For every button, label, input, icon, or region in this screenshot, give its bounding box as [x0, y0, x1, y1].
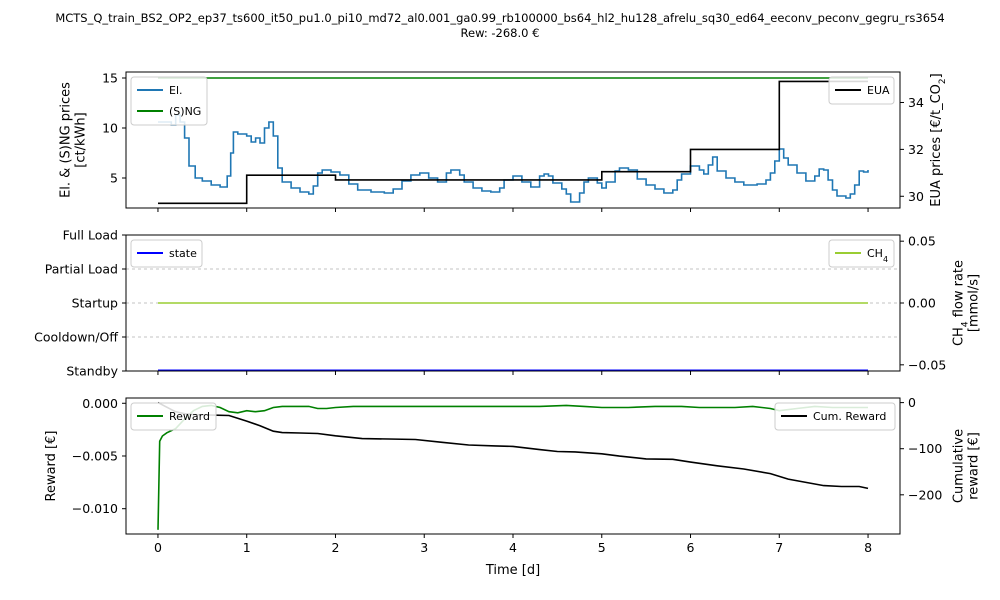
- x-tick-label: 1: [243, 540, 251, 555]
- y-axis-label-right-line: reward [€]: [967, 432, 982, 500]
- y-axis-label-line: Reward [€]: [44, 431, 59, 502]
- y-tick-label-right: −0.05: [908, 357, 946, 372]
- x-tick-label: 7: [775, 540, 783, 555]
- x-tick-label: 2: [332, 540, 340, 555]
- y-tick-label: 15: [102, 71, 118, 86]
- y-tick-label: −0.010: [72, 501, 118, 516]
- y-tick-label: Partial Load: [45, 262, 118, 277]
- y-axis-label-right: Cumulativereward [€]: [952, 429, 982, 503]
- y-tick-label-right: −100: [908, 441, 942, 456]
- legend-frame: [130, 239, 203, 268]
- plot-panel-2: Standby Cooldown/Off Startup Partial Load Fu…: [34, 228, 981, 379]
- x-tick-label: 8: [864, 540, 872, 555]
- y-axis-label-right-subscript: 4: [961, 321, 971, 327]
- legend-label-el: El.: [169, 84, 183, 97]
- y-axis-label: Reward [€]: [44, 431, 59, 502]
- plot-panel-1: 5 10 15 30 32 34 El. & (S)NG prices[ct/kWh] EUA…: [59, 71, 948, 212]
- y-tick-label: −0.005: [72, 448, 118, 463]
- x-tick-label: 6: [687, 540, 695, 555]
- legend-label-cum-reward: Cum. Reward: [813, 410, 886, 423]
- legend-label-reward: Reward: [169, 410, 210, 423]
- x-axis-label: Time [d]: [485, 563, 540, 578]
- x-tick-label: 5: [598, 540, 606, 555]
- figure-subtitle-reward: Rew: -268.0 €: [461, 26, 540, 40]
- y-tick-label: 5: [110, 171, 118, 186]
- y-axis-label-right-line: [mmol/s]: [967, 274, 982, 332]
- series-line-reward: [157, 404, 868, 530]
- y-axis-label-right: EUA prices [€/t_CO2]: [929, 73, 948, 206]
- y-axis-label-line: [ct/kWh]: [74, 112, 89, 167]
- y-tick-label: Startup: [72, 296, 118, 311]
- y-tick-label-right: 0.05: [908, 234, 936, 249]
- legend-label-ch4: CH4: [867, 247, 888, 264]
- legend-frame: [828, 239, 895, 268]
- y-axis-label-right: CH4 flow rate[mmol/s]: [952, 260, 982, 346]
- x-tick-label: 3: [420, 540, 428, 555]
- series-line-eua: [158, 80, 868, 205]
- y-tick-label-right: 0.00: [908, 296, 936, 311]
- legend-frame: [828, 76, 895, 105]
- legend-label-state: state: [169, 247, 197, 260]
- y-tick-label: 10: [102, 121, 118, 136]
- y-tick-label: 0.000: [82, 396, 118, 411]
- y-tick-label-right: 0: [908, 395, 916, 410]
- y-tick-label: Full Load: [63, 228, 118, 243]
- x-tick-label: 4: [509, 540, 517, 555]
- axes-frame: [125, 71, 901, 209]
- series-line-el: [158, 114, 869, 203]
- x-tick-label: 0: [154, 540, 162, 555]
- y-tick-label: Cooldown/Off: [34, 330, 118, 345]
- plot-panel-3: 0 1 2 3 4 5 6 7 8 0.000 −0.005 −0.010 0 −100 −200 Rewar…: [44, 395, 982, 578]
- y-axis-label-right-line: Cumulative: [952, 429, 967, 503]
- legend-label-eua: EUA: [867, 84, 890, 97]
- y-tick-label-right: 32: [908, 142, 924, 157]
- legend-subscript: 4: [883, 255, 888, 264]
- y-axis-label-right-line: EUA prices [€/t_CO2]: [929, 73, 948, 206]
- y-axis-label: El. & (S)NG prices[ct/kWh]: [59, 82, 89, 198]
- series-line-cum-reward: [157, 401, 869, 490]
- y-tick-label-right: 34: [908, 95, 924, 110]
- y-axis-label-line: El. & (S)NG prices: [59, 82, 74, 198]
- legend-frame: [130, 402, 217, 431]
- y-tick-label: Standby: [66, 364, 118, 379]
- y-axis-label-right-subscript: 2: [938, 78, 948, 84]
- legend-label-sng: (S)NG: [169, 105, 201, 118]
- legend-frame: [774, 402, 896, 431]
- y-tick-label-right: −200: [908, 487, 942, 502]
- figure-title: MCTS_Q_train_BS2_OP2_ep37_ts600_it50_pu1…: [55, 11, 944, 25]
- y-tick-label-right: 30: [908, 189, 924, 204]
